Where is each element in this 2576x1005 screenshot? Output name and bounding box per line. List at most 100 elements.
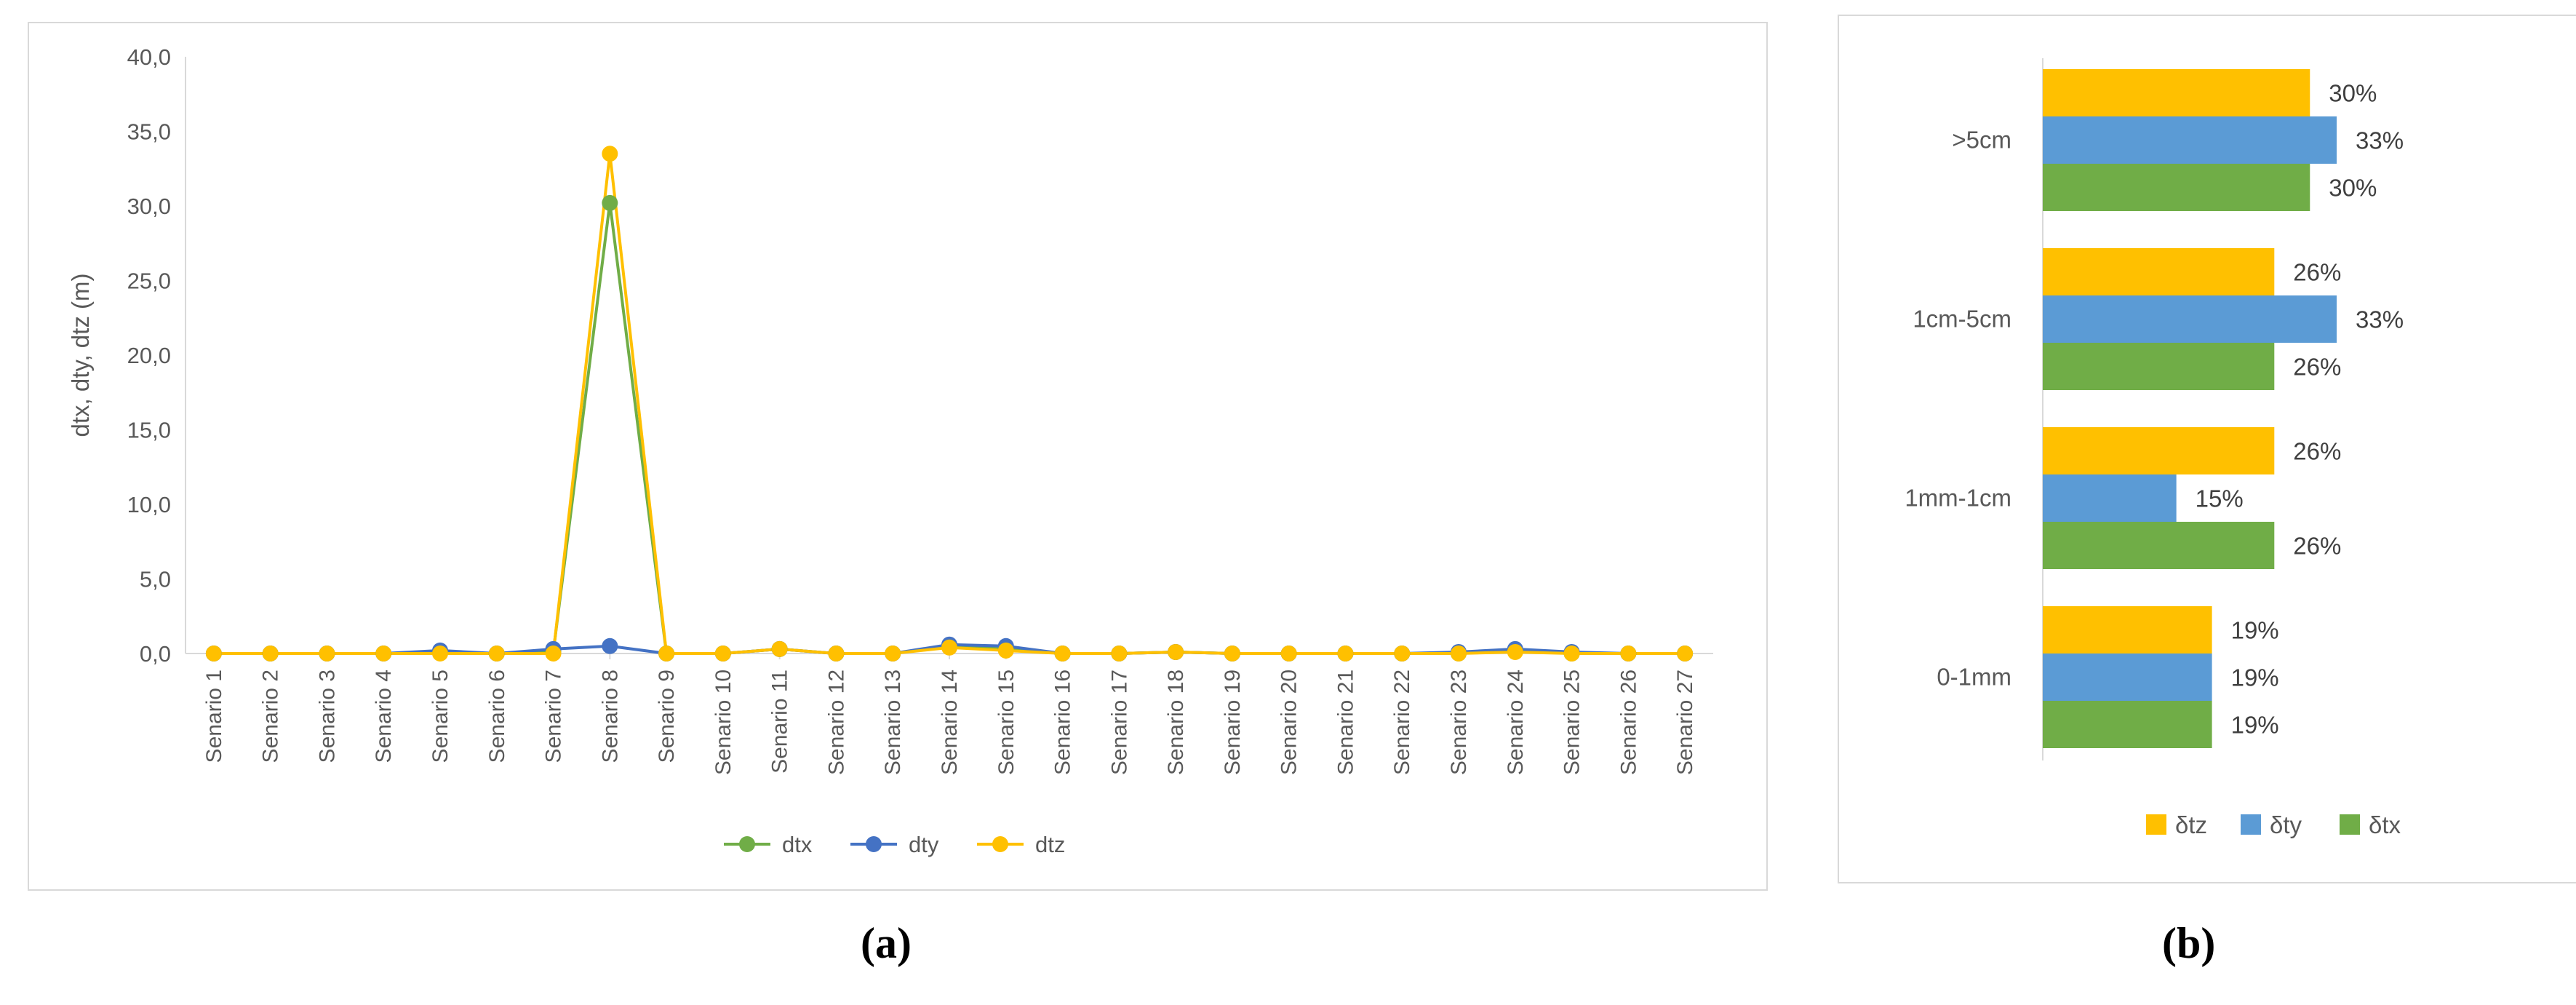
y-tick-label: 40,0 (127, 44, 171, 70)
bar-δtx (2043, 701, 2212, 748)
y-axis-label: dtx, dty, dtz (m) (67, 274, 94, 437)
x-tick-label: Senario 8 (598, 670, 622, 763)
legend-marker-dtx (739, 836, 755, 852)
y-tick-label: 10,0 (127, 492, 171, 517)
data-label: 26% (2293, 533, 2341, 560)
bar-δtz (2043, 427, 2275, 474)
category-label: 1cm-5cm (1913, 306, 2011, 333)
data-point-dtz (1507, 643, 1523, 660)
caption-a: (a) (861, 919, 912, 967)
bar-δtx (2043, 164, 2310, 211)
x-tick-label: Senario 26 (1616, 670, 1640, 775)
y-tick-label: 15,0 (127, 418, 171, 443)
data-point-dtz (319, 645, 335, 662)
bar-δty (2043, 654, 2212, 701)
x-tick-label: Senario 24 (1504, 670, 1528, 775)
data-point-dtz (1394, 645, 1411, 662)
data-label: 26% (2293, 259, 2341, 286)
data-point-dtz (432, 645, 448, 662)
y-tick-label: 20,0 (127, 343, 171, 368)
x-tick-label: Senario 11 (768, 670, 792, 774)
x-tick-label: Senario 5 (428, 670, 452, 763)
bar-δtx (2043, 343, 2275, 390)
x-tick-label: Senario 16 (1051, 670, 1075, 775)
y-tick-label: 0,0 (140, 641, 171, 667)
data-point-dtz (771, 640, 788, 657)
data-point-dtz (545, 645, 562, 662)
legend-label-dtx: dtx (782, 832, 813, 857)
bar-chart: >5cm 30% 33% 30% 1cm-5cm 26% 33% 26% 1mm-1cm 26% 1… (1905, 58, 2404, 838)
data-label: 26% (2293, 354, 2341, 381)
data-point-dtz (1168, 643, 1184, 660)
x-tick-label: Senario 20 (1277, 670, 1301, 775)
x-tick-label: Senario 17 (1107, 670, 1131, 775)
data-label: 33% (2356, 306, 2404, 333)
bar-δtz (2043, 606, 2212, 654)
x-tick-label: Senario 14 (938, 670, 962, 775)
data-point-dtz (1563, 645, 1580, 662)
line-chart: 0,0 5,0 10,0 15,0 20,0 25,0 30,0 35,0 40,0 dtx, d… (67, 44, 1713, 857)
legend-label-dty: dty (909, 832, 939, 857)
data-point-dtz (885, 645, 901, 662)
data-point-dtz (997, 642, 1014, 659)
data-point-dtz (1337, 645, 1354, 662)
data-label: 19% (2231, 664, 2279, 691)
data-label: 30% (2329, 80, 2377, 107)
data-point-dtz (488, 645, 505, 662)
bar-δtx (2043, 522, 2275, 569)
data-point-dtz (602, 146, 618, 162)
data-label: 33% (2356, 127, 2404, 154)
bar-δty (2043, 116, 2337, 164)
y-tick-label: 5,0 (140, 567, 171, 592)
data-point-dtz (1111, 645, 1128, 662)
category-label: 0-1mm (1937, 664, 2011, 691)
x-tick-label: Senario 9 (655, 670, 679, 763)
bar-δty (2043, 295, 2337, 343)
x-tick-label: Senario 23 (1447, 670, 1471, 775)
legend-swatch-δtz (2146, 814, 2166, 835)
data-point-dtz (205, 645, 222, 662)
data-point-dtz (1054, 645, 1071, 662)
x-tick-label: Senario 15 (994, 670, 1018, 775)
x-tick-label: Senario 22 (1390, 670, 1414, 775)
caption-b: (b) (2162, 919, 2216, 967)
data-label: 30% (2329, 175, 2377, 202)
x-tick-label: Senario 18 (1164, 670, 1188, 775)
x-tick-label: Senario 25 (1560, 670, 1584, 775)
data-point-dtz (262, 645, 279, 662)
data-point-dtz (1620, 645, 1637, 662)
data-label: 26% (2293, 438, 2341, 465)
bar-δty (2043, 474, 2177, 522)
y-tick-label: 35,0 (127, 119, 171, 145)
category-label: >5cm (1952, 127, 2011, 154)
x-tick-label: Senario 21 (1333, 670, 1357, 775)
x-tick-label: Senario 2 (259, 670, 283, 763)
chart-a-frame (28, 22, 1768, 891)
legend-label-dtz: dtz (1035, 832, 1065, 857)
x-tick-label: Senario 13 (881, 670, 905, 775)
legend-label: δtx (2369, 811, 2401, 838)
data-point-dtz (1280, 645, 1297, 662)
legend-marker-dtz (992, 836, 1008, 852)
bar-δtz (2043, 248, 2275, 295)
legend-label: δty (2270, 811, 2302, 838)
x-tick-label: Senario 12 (824, 670, 848, 775)
y-tick-label: 25,0 (127, 269, 171, 294)
x-tick-label: Senario 10 (711, 670, 735, 775)
data-point-dtx (602, 194, 618, 211)
data-point-dtz (1677, 645, 1694, 662)
data-point-dty (602, 637, 618, 654)
data-label: 19% (2231, 712, 2279, 739)
x-tick-label: Senario 7 (542, 670, 566, 763)
data-point-dtz (658, 645, 675, 662)
data-label: 15% (2196, 485, 2244, 512)
data-point-dtz (941, 639, 957, 656)
data-point-dtz (828, 645, 845, 662)
data-point-dtz (714, 645, 731, 662)
legend-swatch-δty (2241, 814, 2261, 835)
legend-label: δtz (2175, 811, 2207, 838)
x-tick-label: Senario 1 (202, 670, 226, 763)
category-label: 1mm-1cm (1905, 485, 2011, 512)
x-tick-label: Senario 19 (1221, 670, 1245, 775)
legend-marker-dty (866, 836, 882, 852)
